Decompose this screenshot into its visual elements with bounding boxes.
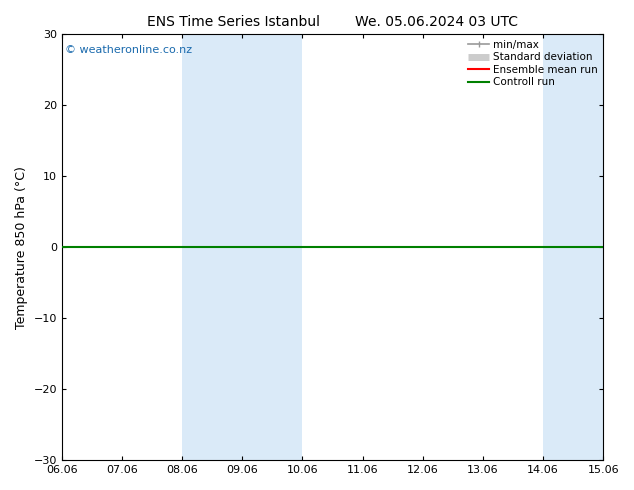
Bar — [543, 34, 634, 460]
Text: © weatheronline.co.nz: © weatheronline.co.nz — [65, 45, 191, 55]
Y-axis label: Temperature 850 hPa (°C): Temperature 850 hPa (°C) — [15, 166, 28, 329]
Bar — [182, 34, 302, 460]
Title: ENS Time Series Istanbul        We. 05.06.2024 03 UTC: ENS Time Series Istanbul We. 05.06.2024 … — [147, 15, 518, 29]
Legend: min/max, Standard deviation, Ensemble mean run, Controll run: min/max, Standard deviation, Ensemble me… — [466, 37, 600, 90]
